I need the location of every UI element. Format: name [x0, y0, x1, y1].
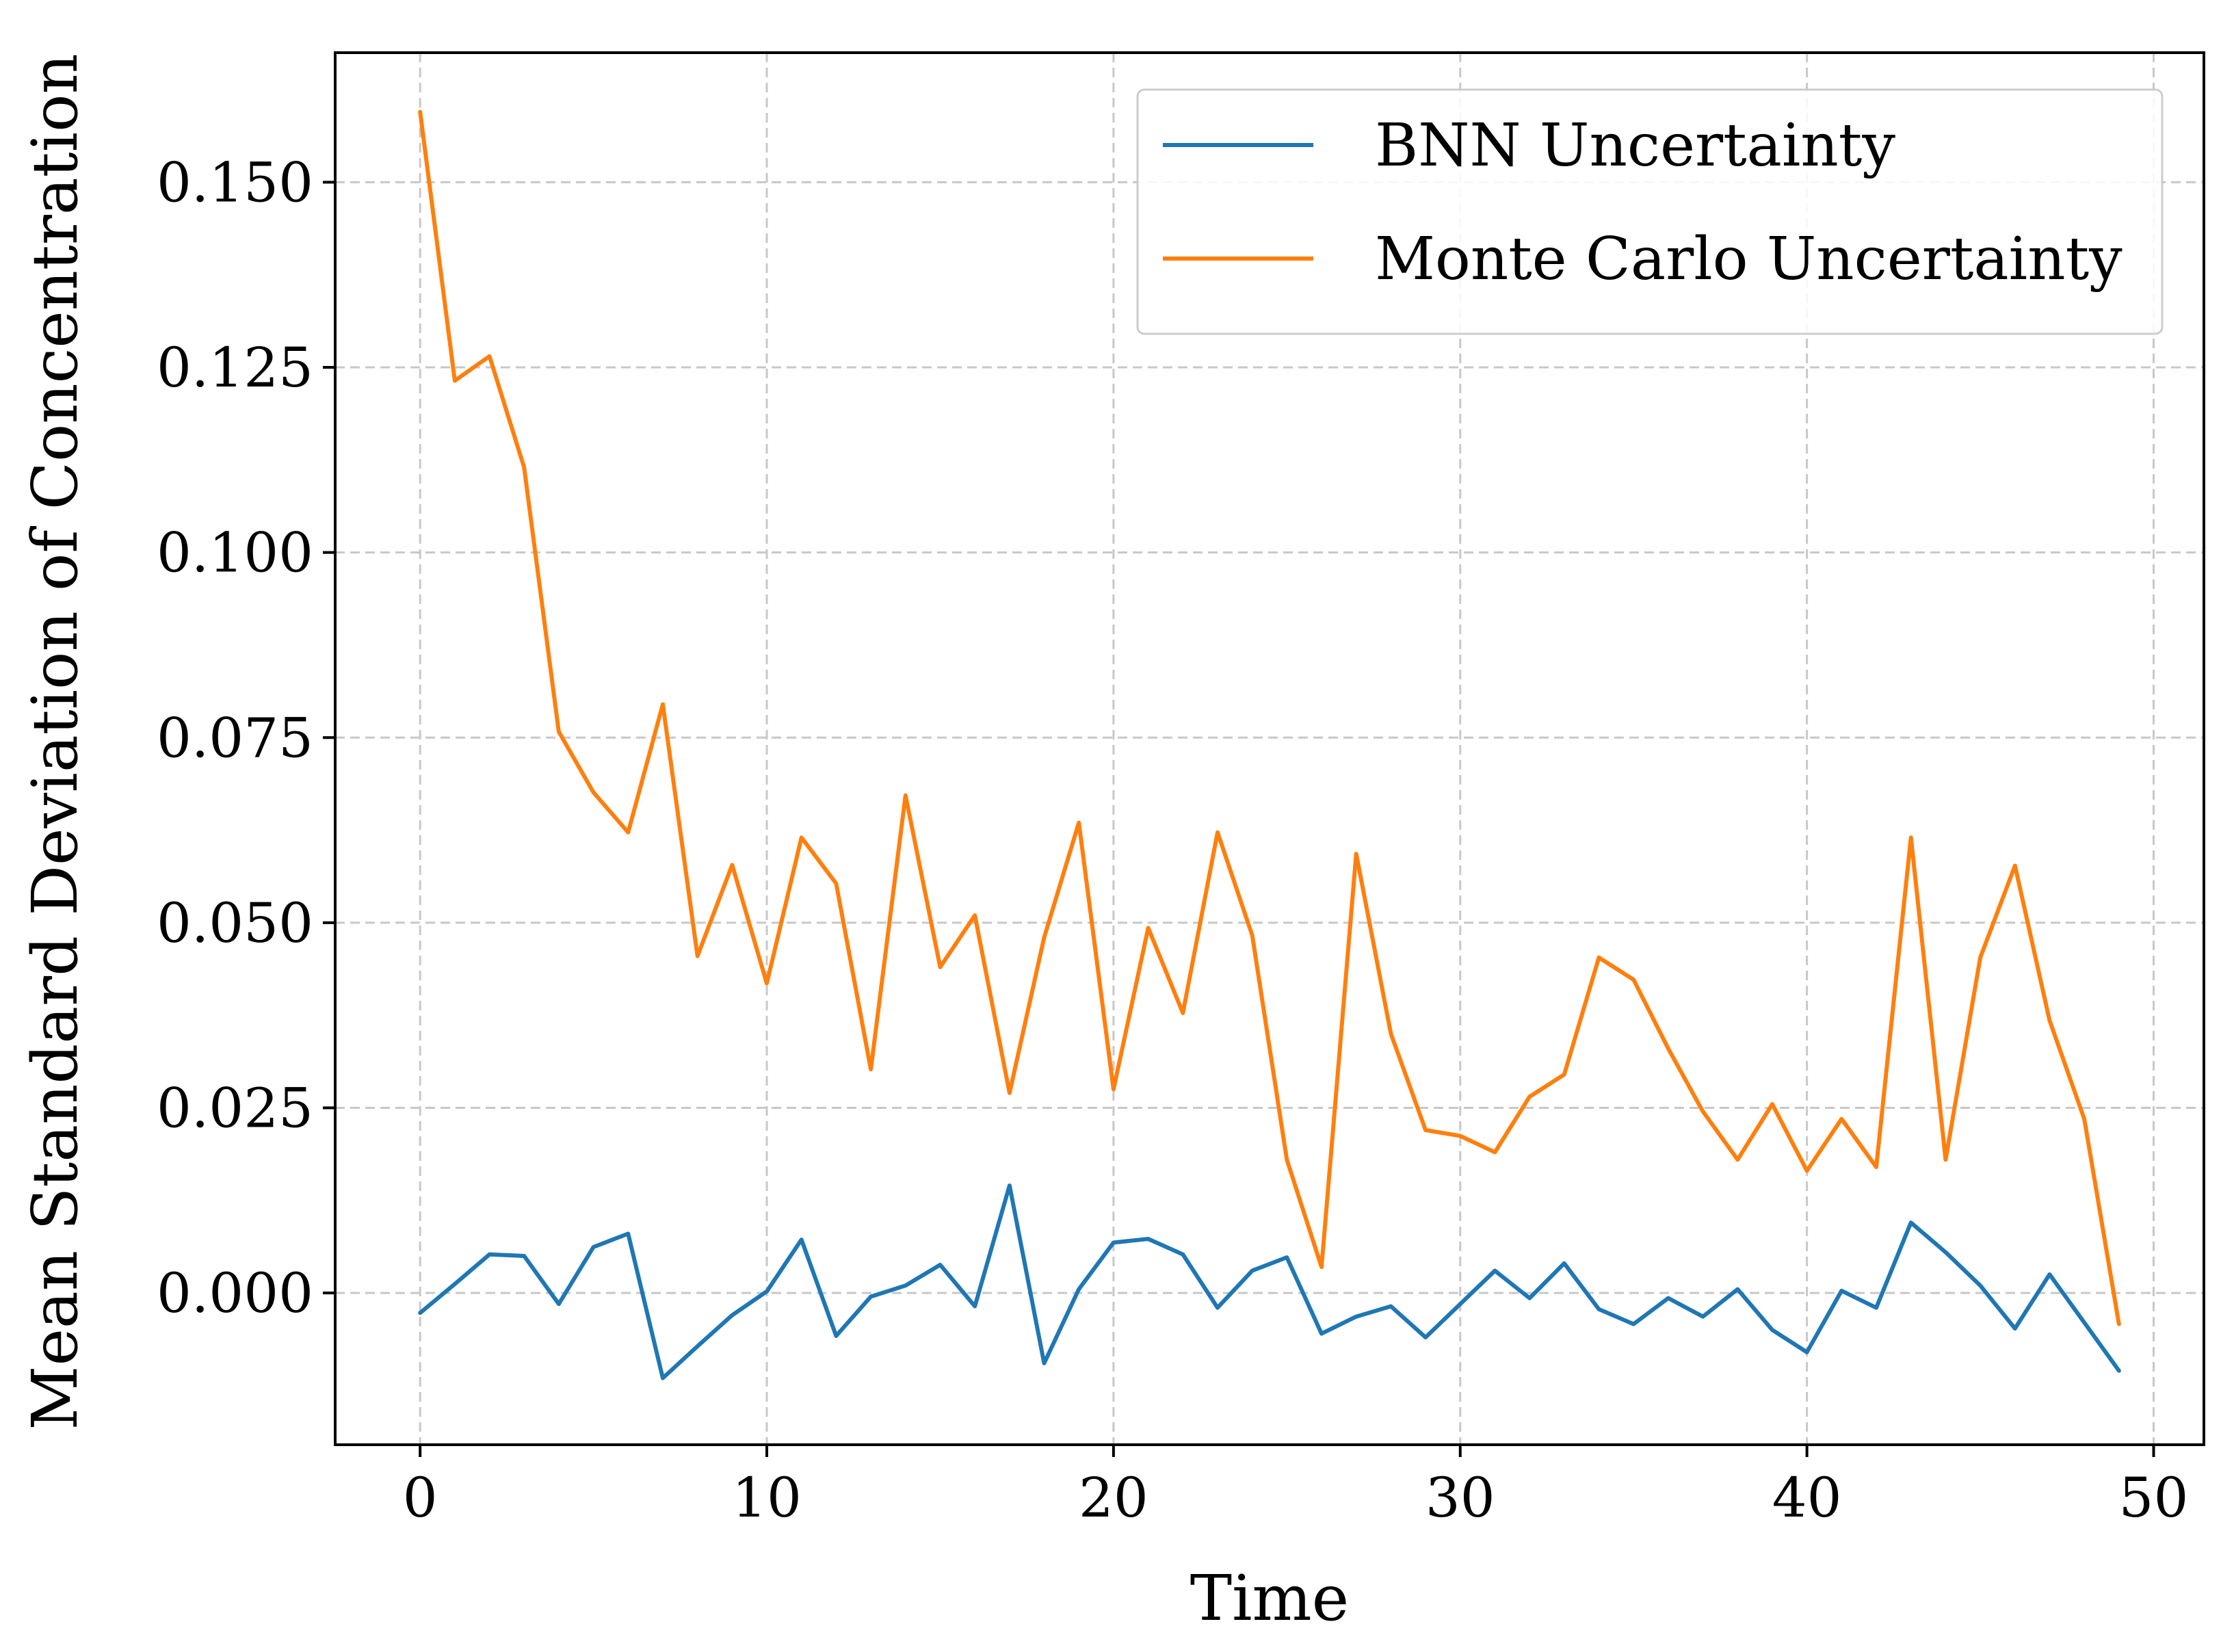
- series-line-bnn: [418, 1183, 2121, 1380]
- legend-label-monte-carlo: Monte Carlo Uncertainty: [1375, 225, 2123, 293]
- x-tick-label: 40: [1772, 1466, 1842, 1530]
- y-tick-label: 0.025: [157, 1076, 313, 1140]
- y-tick-label: 0.050: [157, 891, 313, 955]
- series-line-monte-carlo: [418, 109, 2121, 1326]
- x-tick-label: 50: [2119, 1466, 2189, 1530]
- x-tick-label: 30: [1425, 1466, 1495, 1530]
- x-tick-label: 0: [403, 1466, 438, 1530]
- y-tick-label: 0.000: [157, 1261, 313, 1325]
- x-tick-label: 10: [732, 1466, 802, 1530]
- x-tick-label: 20: [1079, 1466, 1148, 1530]
- legend: BNN Uncertainty Monte Carlo Uncertainty: [1136, 88, 2164, 335]
- series-lines: [418, 109, 2121, 1380]
- y-axis-label: Mean Standard Deviation of Concentration: [18, 53, 92, 1430]
- y-axis-ticks: 0.000 0.025 0.050 0.075 0.100 0.125 0.150: [157, 150, 335, 1325]
- x-axis-label: Time: [1190, 1562, 1349, 1635]
- plot-frame: [334, 51, 2205, 1446]
- y-tick-label: 0.075: [157, 706, 313, 770]
- y-tick-label: 0.125: [157, 336, 313, 399]
- legend-box: [1136, 88, 2164, 335]
- x-axis-ticks: 0 10 20 30 40 50: [403, 1445, 2189, 1530]
- legend-label-bnn: BNN Uncertainty: [1375, 112, 1895, 180]
- y-tick-label: 0.150: [157, 150, 313, 214]
- y-tick-label: 0.100: [157, 521, 313, 585]
